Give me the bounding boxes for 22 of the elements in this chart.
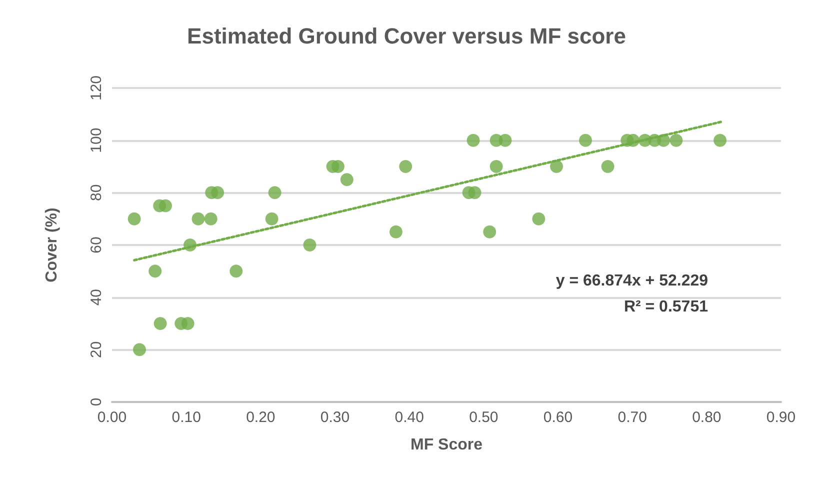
x-tick-label: 0.70 — [618, 409, 647, 426]
y-tick-label: 20 — [88, 341, 105, 358]
y-tick-label: 80 — [88, 184, 105, 202]
x-axis-title: MF Score — [410, 436, 483, 454]
x-tick-label: 0.90 — [766, 409, 796, 426]
y-tick-label: 0 — [88, 398, 105, 406]
x-tick-label: 0.60 — [543, 409, 573, 426]
x-tick-label: 0.80 — [692, 409, 722, 426]
x-tick-label: 0.00 — [97, 409, 127, 426]
x-tick-label: 0.40 — [394, 409, 424, 426]
y-tick-label: 120 — [88, 75, 105, 101]
x-tick-label: 0.50 — [469, 409, 498, 426]
chart-title: Estimated Ground Cover versus MF score — [187, 24, 626, 48]
annotation: y = 66.874x + 52.229 — [556, 272, 708, 290]
annotation: R² = 0.5751 — [624, 298, 708, 316]
y-tick-label: 40 — [88, 288, 105, 306]
y-tick-label: 100 — [88, 128, 105, 153]
x-tick-label: 0.30 — [320, 409, 350, 426]
x-tick-label: 0.20 — [246, 409, 276, 426]
x-tick-label: 0.10 — [172, 409, 201, 426]
y-tick-label: 60 — [88, 236, 105, 254]
y-axis-title: Cover (%) — [44, 208, 60, 282]
